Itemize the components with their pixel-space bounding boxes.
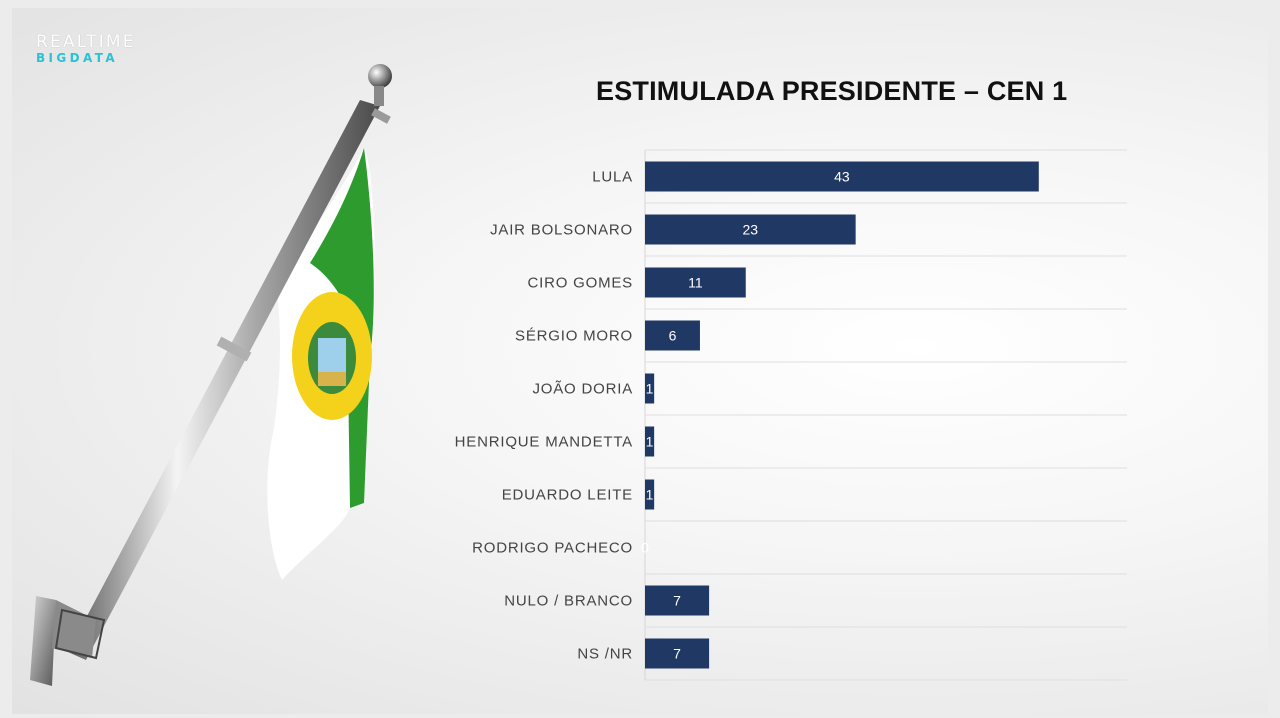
chart-category-label: SÉRGIO MORO (515, 328, 633, 345)
chart-category-labels: LULA JAIR BOLSONARO CIRO GOMES SÉRGIO MORO J… (455, 169, 633, 663)
chart-category-label: HENRIQUE MANDETTA (455, 434, 633, 451)
chart-data-label: 0 (641, 540, 649, 556)
chart-data-label: 6 (669, 328, 677, 344)
chart-bar (645, 267, 746, 298)
pole-finial-icon (368, 64, 392, 88)
chart-category-label: NULO / BRANCO (504, 593, 633, 610)
flag-pole-icon (30, 64, 392, 686)
chart-title: ESTIMULADA PRESIDENTE – CEN 1 (596, 76, 1068, 106)
chart-data-label: 23 (743, 222, 759, 238)
chart-category-label: JAIR BOLSONARO (490, 222, 633, 239)
chart-bars (645, 161, 1039, 669)
logo-line-realtime: REALTIME (36, 32, 136, 52)
chart-data-label: 7 (673, 646, 681, 662)
bar-chart: LULA JAIR BOLSONARO CIRO GOMES SÉRGIO MORO J… (455, 149, 1127, 681)
pole-shaft-icon (68, 100, 380, 660)
chart-bar (645, 638, 710, 669)
chart-category-label: EDUARDO LEITE (502, 487, 633, 504)
chart-data-label: 1 (646, 381, 654, 397)
chart-data-label: 43 (834, 169, 850, 185)
chart-bar (645, 373, 655, 404)
chart-category-label: CIRO GOMES (527, 275, 633, 292)
chart-bar (645, 585, 710, 616)
chart-bar (645, 161, 1039, 192)
realtime-bigdata-logo: REALTIME BIGDATA (36, 32, 136, 65)
chart-category-label: NS /NR (577, 646, 633, 663)
chart-category-label: LULA (592, 169, 633, 186)
chart-bar (645, 479, 655, 510)
chart-category-label: JOÃO DORIA (532, 381, 633, 398)
chart-bar (645, 214, 856, 245)
chart-data-label: 7 (673, 593, 681, 609)
chart-data-label: 1 (646, 434, 654, 450)
logo-line-bigdata: BIGDATA (36, 51, 119, 65)
slide: REALTIME BIGDATA (12, 8, 1268, 714)
chart-bar (645, 320, 700, 351)
chart-category-label: RODRIGO PACHECO (472, 540, 633, 557)
flag-green-field-icon (310, 148, 374, 508)
chart-data-label: 11 (688, 275, 703, 291)
wall-bracket-icon (30, 596, 56, 686)
chart-bar (645, 426, 655, 457)
chart-data-label: 1 (646, 487, 654, 503)
